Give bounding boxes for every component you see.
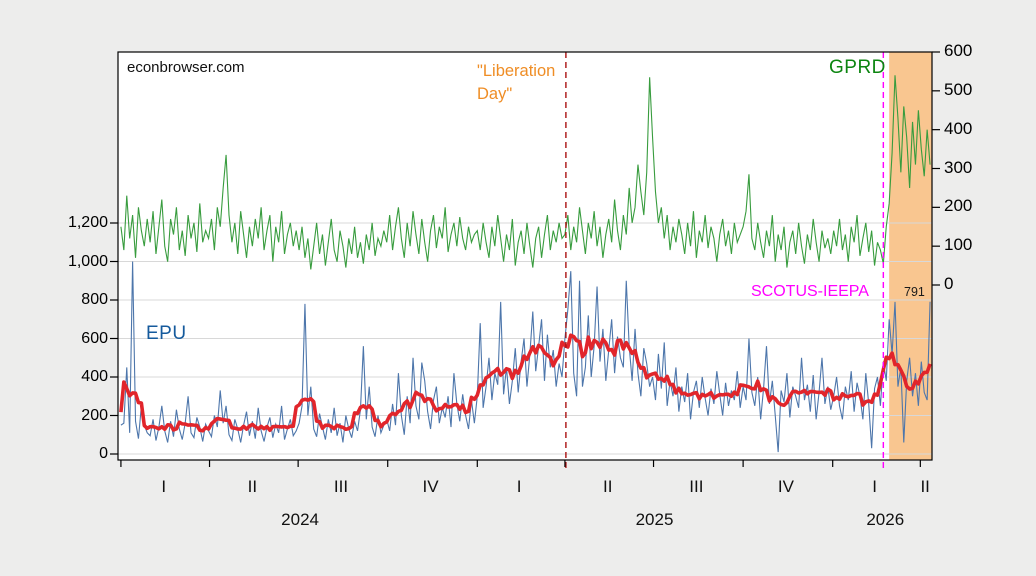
- plot-area: [118, 52, 932, 460]
- liberation-day-annotation: "Liberation Day": [477, 60, 555, 106]
- epu-series-label: EPU: [146, 323, 187, 344]
- x-quarter-label: II: [920, 477, 930, 496]
- y-right-tick-label: 400: [944, 118, 973, 138]
- shaded-forecast-region: [889, 52, 932, 460]
- scotus-ieepa-annotation: SCOTUS-IEEPA: [751, 283, 869, 300]
- y-left-tick-label: 0: [99, 445, 108, 462]
- x-quarter-label: II: [603, 477, 613, 496]
- y-left-tick-label: 600: [81, 329, 108, 347]
- x-year-label: 2025: [635, 510, 674, 529]
- x-quarter-label: III: [333, 477, 349, 496]
- epu-ma-line-series: [119, 333, 932, 433]
- plot-border: [117, 51, 933, 461]
- y-left-tick-label: 200: [81, 406, 108, 424]
- watermark: econbrowser.com: [127, 59, 245, 76]
- x-quarter-label: III: [689, 477, 704, 496]
- y-right-tick-label: 600: [944, 41, 973, 60]
- y-right-tick-label: 0: [944, 274, 954, 293]
- y-left-tick-label: 800: [81, 291, 108, 308]
- y-right-tick-label: 100: [944, 235, 973, 255]
- liberation-day-line1: "Liberation: [477, 62, 556, 80]
- x-quarter-label: I: [872, 477, 877, 496]
- y-right-tick-label: 500: [944, 79, 973, 99]
- y-left-tick-label: 400: [81, 368, 108, 385]
- liberation-day-line2: Day": [477, 85, 513, 103]
- epu-line-series: [120, 261, 931, 453]
- y-right-tick-label: 300: [944, 157, 973, 177]
- x-quarter-label: IV: [422, 477, 439, 496]
- x-quarter-label: I: [516, 477, 522, 496]
- y-right-tick-label: 200: [944, 196, 973, 216]
- gprd-line-series: [120, 75, 931, 270]
- last-epu-value-label: 791: [904, 285, 925, 299]
- x-quarter-label: II: [247, 477, 258, 496]
- x-quarter-label: IV: [777, 477, 794, 496]
- x-year-label: 2024: [281, 510, 319, 529]
- y-left-tick-label: 1,200: [67, 214, 108, 231]
- gprd-series-label: GPRD: [829, 57, 886, 78]
- x-quarter-label: I: [161, 477, 167, 496]
- x-year-label: 2026: [866, 510, 905, 529]
- y-left-tick-label: 1,000: [67, 252, 108, 270]
